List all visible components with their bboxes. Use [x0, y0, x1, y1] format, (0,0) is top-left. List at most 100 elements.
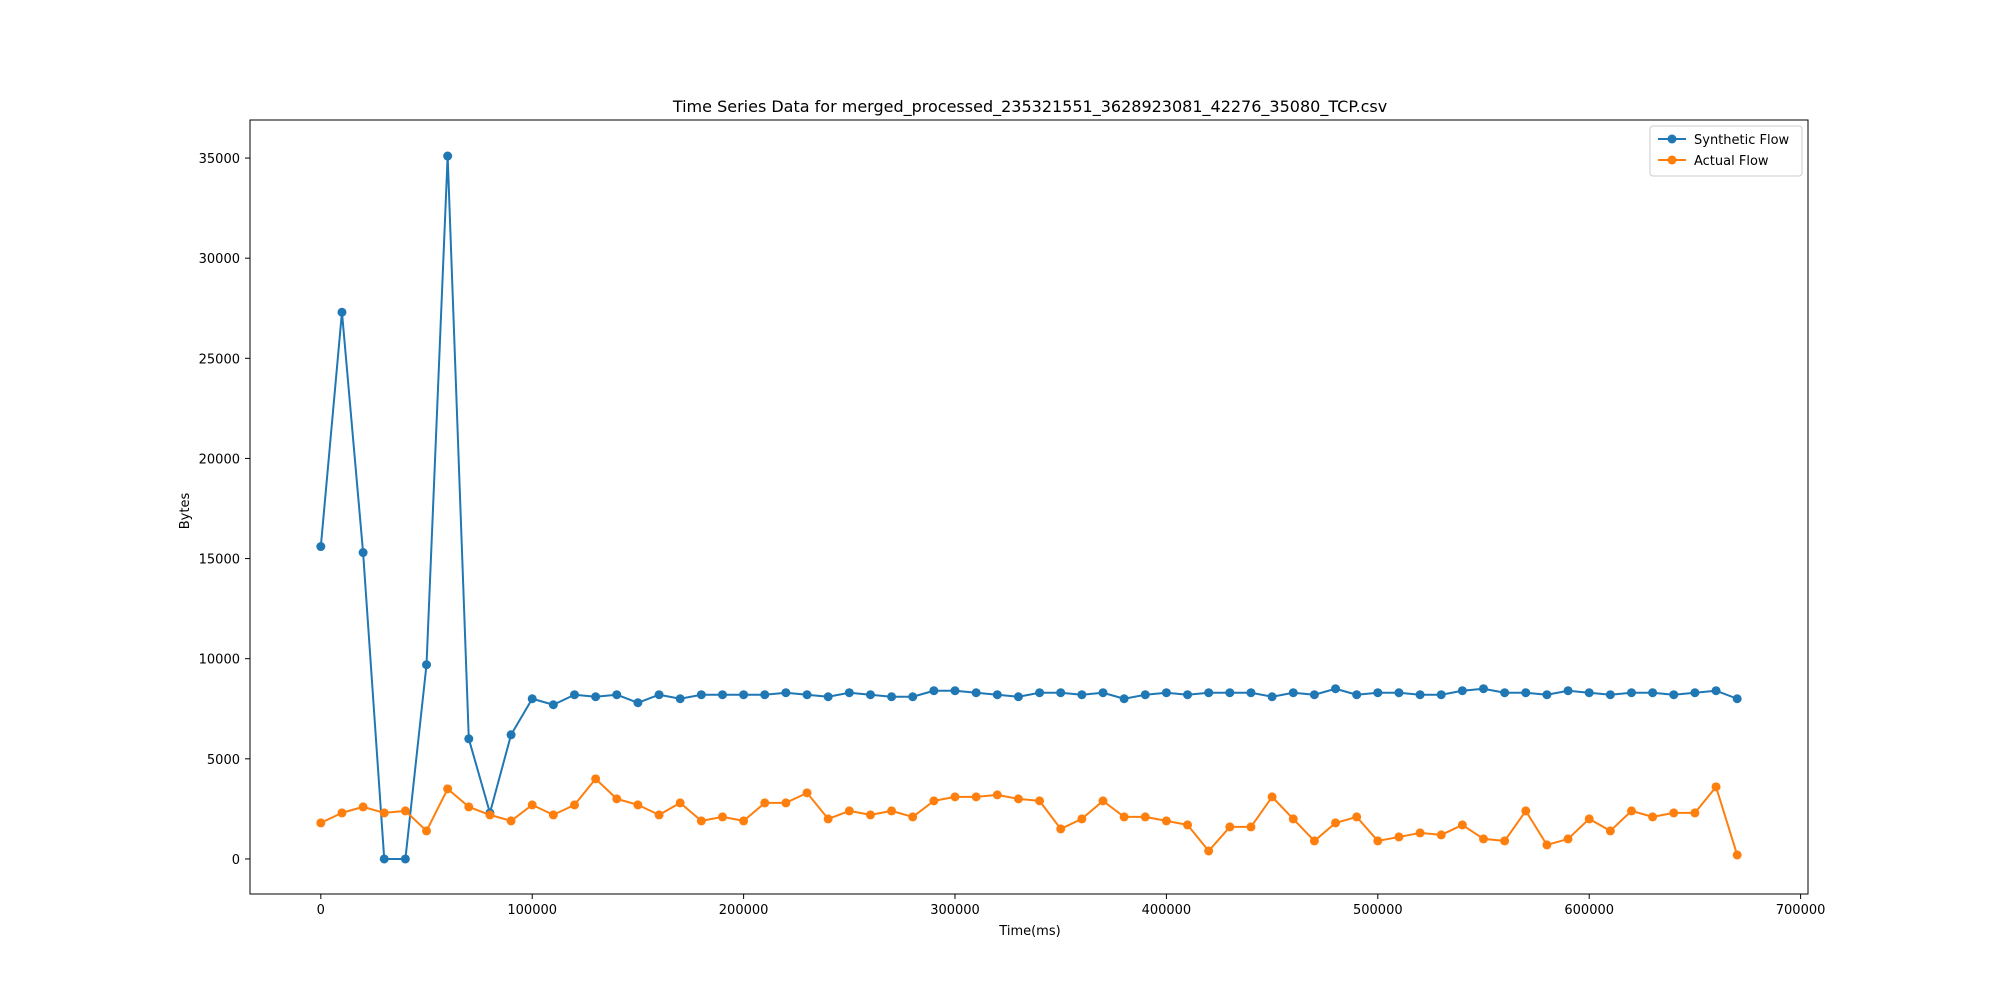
data-point	[1711, 782, 1721, 792]
data-point	[717, 812, 727, 822]
data-point	[1584, 688, 1594, 698]
data-point	[527, 800, 537, 810]
data-point	[992, 790, 1002, 800]
x-tick-label: 300000	[930, 903, 980, 918]
y-tick-label: 20000	[199, 452, 240, 467]
data-point	[358, 802, 368, 812]
series-synthetic-flow	[316, 151, 1742, 864]
x-tick-label: 0	[317, 903, 325, 918]
data-point	[1626, 688, 1636, 698]
data-point	[464, 734, 474, 744]
data-point	[1373, 688, 1383, 698]
data-point	[1500, 836, 1510, 846]
x-tick-label: 400000	[1142, 903, 1192, 918]
legend-item: Synthetic Flow	[1658, 133, 1790, 148]
data-point	[1309, 690, 1319, 700]
data-point	[696, 816, 706, 826]
data-point	[1436, 690, 1446, 700]
data-point	[1352, 690, 1362, 700]
data-point	[1648, 812, 1658, 822]
data-point	[1035, 796, 1045, 806]
data-point	[1669, 808, 1679, 818]
y-tick-label: 35000	[199, 152, 240, 167]
data-point	[379, 854, 389, 864]
data-point	[1563, 834, 1573, 844]
data-point	[1077, 814, 1087, 824]
data-point	[316, 542, 326, 552]
data-point	[971, 792, 981, 802]
data-point	[569, 690, 579, 700]
data-point	[1605, 826, 1615, 836]
legend-marker	[1667, 134, 1677, 144]
y-tick-label: 30000	[199, 252, 240, 267]
legend-marker	[1667, 155, 1677, 165]
x-tick-label: 600000	[1564, 903, 1614, 918]
legend-label: Actual Flow	[1694, 154, 1769, 169]
data-point	[1225, 822, 1235, 832]
data-point	[1415, 828, 1425, 838]
data-point	[1267, 692, 1277, 702]
data-point	[1140, 812, 1150, 822]
axes-frame	[249, 119, 1809, 895]
data-point	[760, 690, 770, 700]
y-axis: 0 5000 10000 15000 20000 25000 30000 35000	[199, 152, 250, 868]
data-point	[1119, 694, 1129, 704]
data-point	[1415, 690, 1425, 700]
data-point	[1161, 688, 1171, 698]
y-axis-label: Bytes	[178, 493, 193, 530]
data-point	[527, 694, 537, 704]
data-point	[865, 810, 875, 820]
legend: Synthetic Flow Actual Flow	[1649, 125, 1803, 177]
data-point	[1013, 794, 1023, 804]
data-point	[1690, 688, 1700, 698]
data-point	[865, 690, 875, 700]
data-point	[591, 692, 601, 702]
data-point	[929, 686, 939, 696]
data-point	[1394, 688, 1404, 698]
data-point	[548, 700, 558, 710]
data-point	[1140, 690, 1150, 700]
data-point	[1183, 690, 1193, 700]
data-point	[1479, 684, 1489, 694]
y-tick-label: 10000	[199, 653, 240, 668]
data-point	[422, 826, 432, 836]
x-tick-label: 500000	[1353, 903, 1403, 918]
data-point	[379, 808, 389, 818]
data-point	[760, 798, 770, 808]
data-point	[823, 814, 833, 824]
data-point	[1732, 850, 1742, 860]
data-point	[337, 307, 347, 317]
data-point	[675, 694, 685, 704]
data-point	[1500, 688, 1510, 698]
data-point	[443, 151, 453, 161]
series-actual-flow	[316, 774, 1742, 860]
legend-label: Synthetic Flow	[1694, 133, 1790, 148]
data-point	[992, 690, 1002, 700]
data-point	[1331, 684, 1341, 694]
data-point	[1542, 690, 1552, 700]
data-point	[1521, 688, 1531, 698]
legend-box	[1649, 125, 1803, 177]
data-point	[1690, 808, 1700, 818]
data-point	[739, 816, 749, 826]
data-point	[1479, 834, 1489, 844]
x-tick-label: 200000	[719, 903, 769, 918]
data-point	[1331, 818, 1341, 828]
y-tick-label: 25000	[199, 352, 240, 367]
data-point	[1246, 822, 1256, 832]
data-point	[1056, 688, 1066, 698]
data-point	[1436, 830, 1446, 840]
data-point	[1119, 812, 1129, 822]
data-point	[506, 816, 516, 826]
data-point	[1035, 688, 1045, 698]
data-point	[1669, 690, 1679, 700]
data-point	[1098, 796, 1108, 806]
data-point	[739, 690, 749, 700]
data-point	[1605, 690, 1615, 700]
data-point	[802, 788, 812, 798]
data-point	[337, 808, 347, 818]
data-point	[1246, 688, 1256, 698]
data-point	[1648, 688, 1658, 698]
x-axis: 0 100000 200000 300000 400000 500000 600000 700…	[317, 894, 1825, 918]
